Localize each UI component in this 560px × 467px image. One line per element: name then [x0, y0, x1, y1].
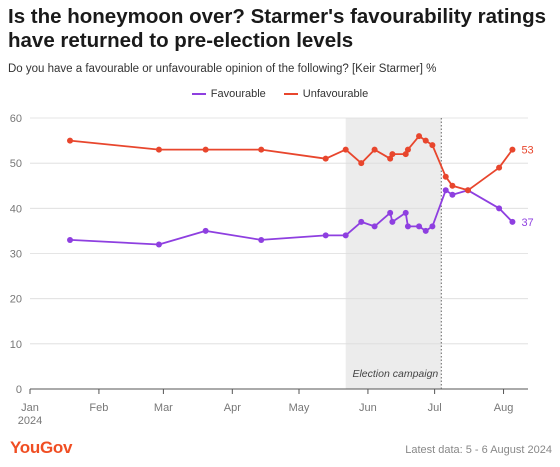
data-point-favourable-2 — [202, 227, 209, 234]
x-tick-label-feb: Feb — [89, 402, 108, 414]
data-point-favourable-10 — [402, 209, 409, 216]
x-tick-label-mar: Mar — [154, 402, 173, 414]
legend: Favourable Unfavourable — [0, 88, 560, 100]
legend-label-unfavourable: Unfavourable — [302, 88, 369, 100]
data-point-favourable-7 — [371, 223, 378, 230]
data-point-favourable-18 — [496, 205, 503, 212]
data-point-unfavourable-14 — [429, 142, 436, 149]
y-tick-label-40: 40 — [10, 203, 22, 215]
data-point-favourable-0 — [67, 236, 74, 243]
data-point-unfavourable-1 — [155, 146, 162, 153]
series-line-favourable — [69, 189, 514, 246]
x-tick-label-aug: Aug — [494, 402, 514, 414]
data-point-favourable-14 — [429, 223, 436, 230]
data-point-favourable-13 — [422, 227, 429, 234]
x-tick-label-may: May — [289, 402, 310, 414]
data-point-favourable-19 — [509, 218, 516, 225]
data-point-unfavourable-12 — [416, 133, 423, 140]
y-tick-label-0: 0 — [16, 384, 22, 396]
legend-swatch-unfavourable — [283, 93, 298, 95]
x-tick-label-jul: Jul — [428, 402, 442, 414]
y-tick-label-20: 20 — [10, 294, 22, 306]
data-point-unfavourable-4 — [322, 155, 329, 162]
data-point-unfavourable-10 — [402, 151, 409, 158]
x-tick-label-jun: Jun — [359, 402, 377, 414]
y-tick-label-10: 10 — [10, 339, 22, 351]
chart-title: Is the honeymoon over? Starmer's favoura… — [8, 5, 547, 52]
chart-subtitle: Do you have a favourable or unfavourable… — [8, 63, 437, 75]
data-point-favourable-4 — [322, 232, 329, 239]
data-point-unfavourable-13 — [422, 137, 429, 144]
data-point-favourable-9 — [389, 218, 396, 225]
data-point-favourable-5 — [342, 232, 349, 239]
data-point-unfavourable-5 — [342, 146, 349, 153]
end-label-unfavourable: 53 — [521, 145, 533, 157]
y-tick-label-30: 30 — [10, 249, 22, 261]
yougov-logo: YouGov — [10, 438, 73, 457]
data-point-favourable-16 — [449, 191, 456, 198]
data-point-favourable-11 — [404, 223, 411, 230]
data-point-unfavourable-18 — [496, 164, 503, 171]
data-point-favourable-15 — [442, 187, 449, 194]
legend-item-unfavourable: Unfavourable — [283, 88, 369, 100]
x-tick-sublabel-year: 2024 — [18, 415, 42, 427]
data-point-unfavourable-0 — [67, 137, 74, 144]
data-point-unfavourable-9 — [389, 151, 396, 158]
data-point-unfavourable-17 — [464, 187, 471, 194]
latest-data-note: Latest data: 5 - 6 August 2024 — [405, 444, 552, 456]
data-point-unfavourable-8 — [387, 155, 394, 162]
election-campaign-label: Election campaign — [352, 368, 438, 380]
data-point-unfavourable-19 — [509, 146, 516, 153]
data-point-unfavourable-6 — [358, 160, 365, 167]
data-point-favourable-1 — [155, 241, 162, 248]
data-point-favourable-3 — [258, 236, 265, 243]
data-point-unfavourable-16 — [449, 182, 456, 189]
y-tick-label-50: 50 — [10, 158, 22, 170]
x-tick-label-apr: Apr — [224, 402, 241, 414]
data-point-unfavourable-3 — [258, 146, 265, 153]
y-tick-label-60: 60 — [10, 113, 22, 125]
end-label-favourable: 37 — [521, 217, 533, 229]
x-tick-label-jan: Jan — [21, 402, 39, 414]
data-point-favourable-12 — [416, 223, 423, 230]
data-point-favourable-6 — [358, 218, 365, 225]
legend-item-favourable: Favourable — [191, 88, 266, 100]
data-point-unfavourable-2 — [202, 146, 209, 153]
data-point-unfavourable-15 — [442, 173, 449, 180]
data-point-unfavourable-7 — [371, 146, 378, 153]
data-point-favourable-8 — [387, 209, 394, 216]
data-point-unfavourable-11 — [404, 146, 411, 153]
legend-swatch-favourable — [191, 93, 206, 95]
legend-label-favourable: Favourable — [210, 88, 266, 100]
